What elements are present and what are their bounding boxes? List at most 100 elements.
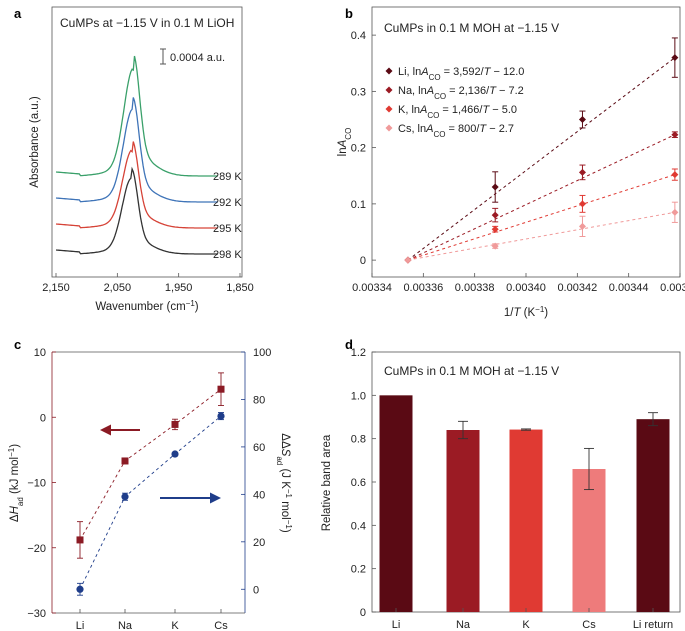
y-tick-label: 0.1: [351, 199, 366, 211]
category-label: Li return: [633, 619, 673, 631]
panel-d-title: CuMPs in 0.1 M MOH at −1.15 V: [384, 364, 559, 378]
plot-frame: [371, 6, 681, 278]
legend-label-li: Li, lnACO = 3,592/T − 12.0: [398, 66, 524, 82]
point-cs: [671, 208, 679, 216]
legend-marker-na: [385, 86, 393, 94]
fit-line-na: [407, 134, 676, 261]
category-label: Na: [118, 620, 133, 631]
panel-b-title: CuMPs in 0.1 M MOH at −1.15 V: [384, 21, 559, 35]
point-cs: [404, 256, 412, 264]
x-tick-label: 0.00334: [352, 282, 392, 294]
series-label-2: 295 K: [213, 223, 242, 235]
y-tick-label: 0: [360, 607, 366, 619]
category-label: Li: [76, 620, 85, 631]
x-axis-label: Wavenumber (cm−1): [95, 299, 198, 314]
panel-b: b CuMPs in 0.1 M MOH at −1.15 V 0 0.1 0.2 0.3…: [337, 6, 685, 319]
point-na: [578, 168, 586, 176]
right-tick-label: 80: [253, 394, 265, 406]
x-tick-label: 0.00340: [506, 282, 546, 294]
y-axis-label: Relative band area: [321, 434, 333, 531]
left-tick-label: 10: [34, 347, 46, 359]
y-tick-label: 0: [360, 255, 366, 267]
category-label: K: [171, 620, 179, 631]
spectrum-298k: [55, 166, 218, 255]
x-tick-label: 0.00342: [557, 282, 597, 294]
point-square: [217, 385, 225, 393]
fit-line-k: [407, 174, 676, 261]
bar-cs: [572, 469, 606, 612]
point-na: [671, 131, 679, 139]
category-label: K: [522, 619, 530, 631]
bar-k: [509, 429, 543, 612]
trend-line: [79, 388, 222, 541]
x-tick-label: 2,050: [104, 282, 132, 294]
right-tick-label: 100: [253, 347, 271, 359]
point-cs: [491, 242, 499, 250]
y-tick-label: 0.6: [351, 477, 366, 489]
spectrum-289k: [55, 55, 218, 177]
point-li: [671, 54, 679, 62]
panel-a-letter: a: [14, 6, 22, 21]
right-tick-label: 0: [253, 584, 259, 596]
legend-label-na: Na, lnACO = 2,136/T − 7.2: [398, 85, 524, 101]
legend-label-cs: Cs, lnACO = 800/T − 2.7: [398, 123, 514, 139]
panel-a: a CuMPs at −1.15 V in 0.1 M LiOH 0.0004 a.…: [14, 6, 254, 313]
right-tick-label: 60: [253, 442, 265, 454]
y-tick-label: 1.2: [351, 347, 366, 359]
bar-li-return: [636, 419, 670, 612]
trend-line: [79, 415, 222, 590]
point-circle: [121, 493, 129, 501]
y-tick-label: 0.4: [351, 520, 366, 532]
x-tick-label: 1,950: [165, 282, 193, 294]
y-tick-label: 0.3: [351, 86, 366, 98]
bar-li: [379, 395, 413, 612]
x-tick-label: 0.00344: [609, 282, 649, 294]
legend-marker-cs: [385, 124, 393, 132]
left-tick-label: −30: [27, 608, 46, 620]
x-tick-label: 0.00346: [660, 282, 685, 294]
point-na: [491, 211, 499, 219]
y-tick-label: 0.2: [351, 143, 366, 155]
series-label-1: 292 K: [213, 197, 242, 209]
bar-na: [446, 430, 480, 612]
y-axis-label: lnACO: [337, 128, 353, 157]
category-label: Cs: [582, 619, 596, 631]
point-circle: [217, 412, 225, 420]
y-tick-label: 0.2: [351, 564, 366, 576]
right-tick-label: 40: [253, 489, 265, 501]
fit-line-li: [407, 57, 676, 261]
left-axis-label: ΔHad (kJ mol−1): [7, 444, 25, 522]
point-k: [491, 225, 499, 233]
category-label: Cs: [214, 620, 228, 631]
spectrum-292k: [55, 97, 218, 203]
point-square: [76, 536, 84, 544]
arrow-left-head: [100, 424, 111, 436]
panel-d: d CuMPs in 0.1 M MOH at −1.15 V 0 0.2 0.4 0.6…: [321, 337, 681, 631]
panel-b-letter: b: [345, 6, 353, 21]
x-tick-label: 2,150: [42, 282, 70, 294]
series-label-3: 298 K: [213, 249, 242, 261]
point-k: [578, 200, 586, 208]
y-axis-label: Absorbance (a.u.): [29, 96, 41, 188]
right-tick-label: 20: [253, 537, 265, 549]
point-square: [171, 420, 179, 428]
y-tick-label: 0.4: [351, 30, 366, 42]
legend-label-k: K, lnACO = 1,466/T − 5.0: [398, 104, 517, 120]
panel-d-letter: d: [345, 337, 353, 352]
left-tick-label: 0: [40, 412, 46, 424]
panel-a-title: CuMPs at −1.15 V in 0.1 M LiOH: [60, 16, 234, 30]
scale-bar-label: 0.0004 a.u.: [170, 52, 225, 64]
y-tick-label: 1.0: [351, 390, 366, 402]
point-cs: [578, 222, 586, 230]
x-tick-label: 1,850: [226, 282, 254, 294]
x-tick-label: 0.00338: [455, 282, 495, 294]
left-tick-label: −20: [27, 543, 46, 555]
point-k: [671, 171, 679, 179]
x-axis-label: 1/T (K−1): [504, 305, 548, 320]
category-label: Li: [392, 619, 401, 631]
point-li: [491, 183, 499, 191]
legend-marker-li: [385, 67, 393, 75]
y-tick-label: 0.8: [351, 434, 366, 446]
legend-marker-k: [385, 105, 393, 113]
